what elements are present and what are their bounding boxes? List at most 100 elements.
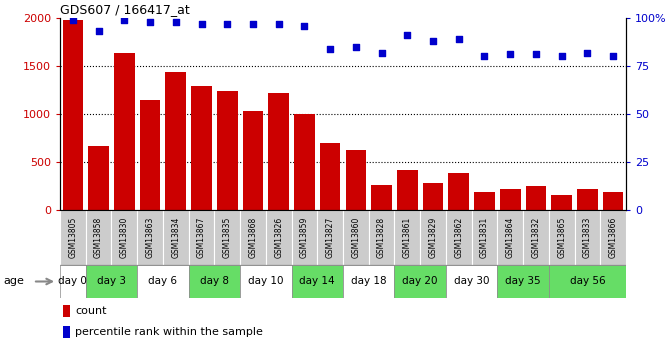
- Text: day 10: day 10: [248, 276, 284, 286]
- Bar: [266, 210, 292, 265]
- Bar: [240, 265, 292, 298]
- Bar: [294, 114, 315, 210]
- Bar: [549, 210, 575, 265]
- Point: [376, 50, 387, 55]
- Text: GSM13865: GSM13865: [557, 217, 566, 258]
- Point: [93, 29, 104, 34]
- Bar: [448, 172, 469, 210]
- Text: GSM13805: GSM13805: [69, 217, 77, 258]
- Point: [505, 52, 515, 57]
- Text: GSM13863: GSM13863: [146, 217, 155, 258]
- Bar: [600, 210, 626, 265]
- Bar: [188, 210, 214, 265]
- Bar: [498, 265, 549, 298]
- Text: GSM13861: GSM13861: [403, 217, 412, 258]
- Bar: [549, 265, 626, 298]
- Bar: [320, 143, 340, 210]
- Text: GSM13826: GSM13826: [274, 217, 283, 258]
- Point: [299, 23, 310, 28]
- Bar: [343, 210, 369, 265]
- Bar: [140, 100, 161, 210]
- Text: day 35: day 35: [505, 276, 541, 286]
- Point: [479, 53, 490, 59]
- Text: GSM13833: GSM13833: [583, 217, 592, 258]
- Bar: [292, 265, 343, 298]
- Text: GSM13859: GSM13859: [300, 217, 309, 258]
- Text: GSM13866: GSM13866: [609, 217, 617, 258]
- Text: GSM13858: GSM13858: [94, 217, 103, 258]
- Bar: [86, 210, 111, 265]
- Bar: [317, 210, 343, 265]
- Bar: [292, 210, 317, 265]
- Bar: [165, 72, 186, 210]
- Bar: [63, 326, 70, 338]
- Point: [273, 21, 284, 27]
- Point: [119, 17, 130, 23]
- Bar: [474, 192, 495, 210]
- Text: age: age: [3, 276, 24, 286]
- Text: GSM13832: GSM13832: [531, 217, 540, 258]
- Text: GSM13830: GSM13830: [120, 217, 129, 258]
- Bar: [575, 210, 600, 265]
- Text: day 56: day 56: [569, 276, 605, 286]
- Bar: [114, 52, 135, 210]
- Text: day 0: day 0: [59, 276, 87, 286]
- Bar: [111, 210, 137, 265]
- Point: [582, 50, 593, 55]
- Point: [248, 21, 258, 27]
- Bar: [372, 185, 392, 210]
- Bar: [397, 170, 418, 210]
- Bar: [446, 265, 498, 298]
- Text: day 6: day 6: [149, 276, 177, 286]
- Bar: [446, 210, 472, 265]
- Text: day 14: day 14: [300, 276, 335, 286]
- Bar: [500, 189, 521, 210]
- Point: [170, 19, 181, 24]
- Bar: [525, 187, 546, 210]
- Bar: [577, 189, 597, 210]
- Bar: [346, 150, 366, 210]
- Point: [67, 17, 78, 23]
- Text: percentile rank within the sample: percentile rank within the sample: [75, 327, 263, 337]
- Text: GSM13864: GSM13864: [505, 217, 515, 258]
- Bar: [89, 146, 109, 210]
- Text: GSM13835: GSM13835: [222, 217, 232, 258]
- Bar: [242, 111, 263, 210]
- Text: count: count: [75, 306, 107, 316]
- Text: day 3: day 3: [97, 276, 126, 286]
- Bar: [217, 91, 238, 210]
- Bar: [420, 210, 446, 265]
- Bar: [268, 93, 289, 210]
- Bar: [394, 210, 420, 265]
- Bar: [498, 210, 523, 265]
- Bar: [343, 265, 394, 298]
- Point: [325, 46, 336, 51]
- Bar: [188, 265, 240, 298]
- Text: GSM13828: GSM13828: [377, 217, 386, 258]
- Point: [608, 53, 619, 59]
- Text: GSM13862: GSM13862: [454, 217, 464, 258]
- Bar: [60, 210, 86, 265]
- Point: [428, 38, 438, 44]
- Point: [531, 52, 541, 57]
- Text: GSM13867: GSM13867: [197, 217, 206, 258]
- Text: day 18: day 18: [351, 276, 386, 286]
- Point: [454, 36, 464, 42]
- Bar: [191, 86, 212, 210]
- Text: day 8: day 8: [200, 276, 229, 286]
- Point: [350, 44, 361, 50]
- Text: GSM13829: GSM13829: [428, 217, 438, 258]
- Text: GSM13827: GSM13827: [326, 217, 334, 258]
- Text: day 30: day 30: [454, 276, 490, 286]
- Bar: [369, 210, 394, 265]
- Bar: [603, 192, 623, 210]
- Point: [556, 53, 567, 59]
- Bar: [240, 210, 266, 265]
- Text: GSM13831: GSM13831: [480, 217, 489, 258]
- Bar: [137, 265, 188, 298]
- Text: GDS607 / 166417_at: GDS607 / 166417_at: [60, 3, 190, 16]
- Bar: [423, 183, 444, 210]
- Point: [402, 32, 413, 38]
- Bar: [86, 265, 137, 298]
- Text: GSM13834: GSM13834: [171, 217, 180, 258]
